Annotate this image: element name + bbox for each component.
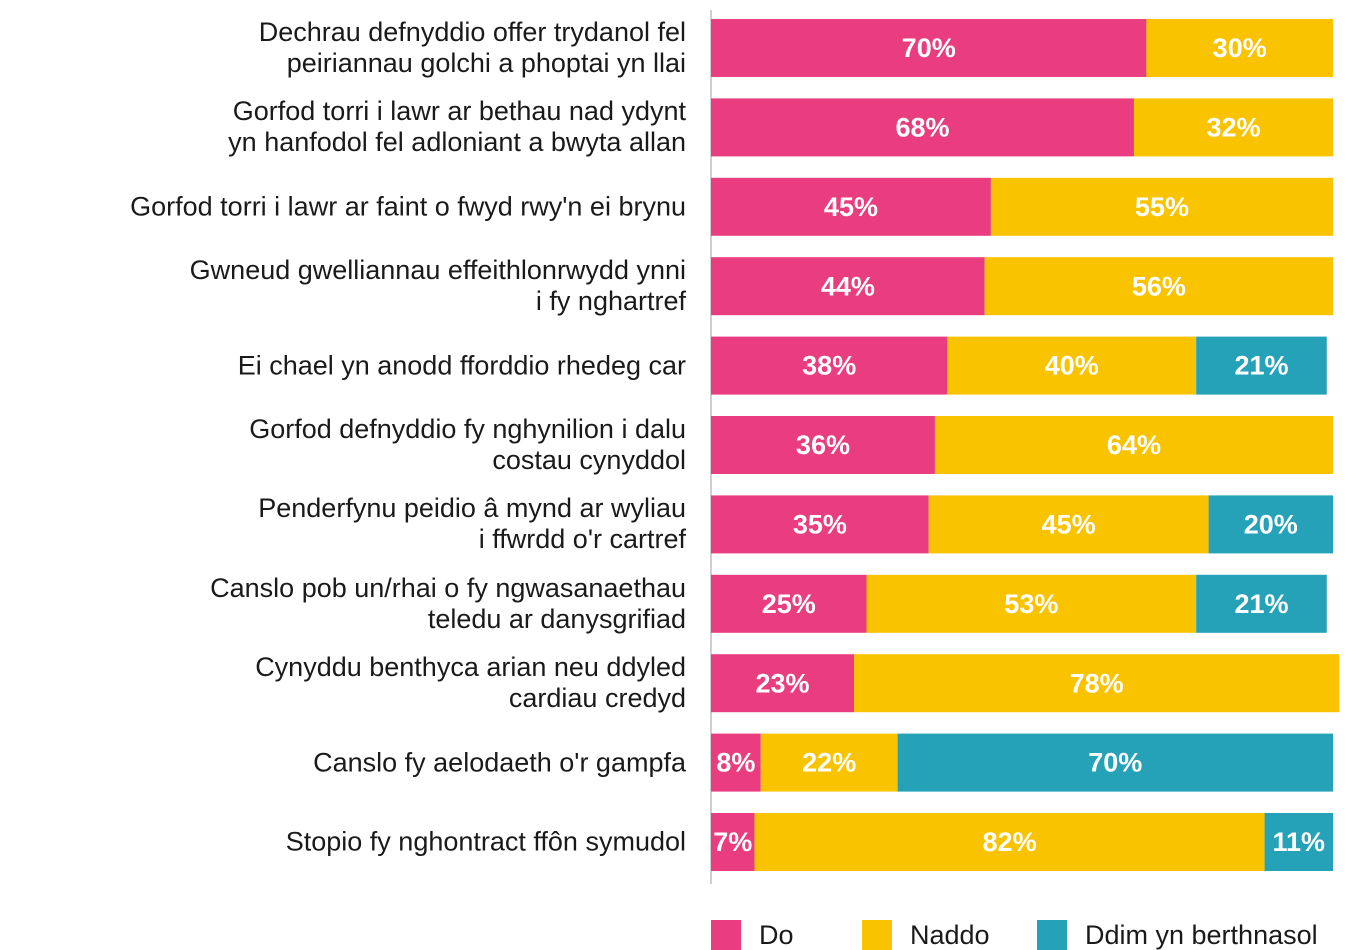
data-label: 38% <box>802 351 856 381</box>
legend-label: Do <box>759 920 794 950</box>
data-label: 21% <box>1234 351 1288 381</box>
category-label: Gwneud gwelliannau effeithlonrwydd ynni … <box>189 255 686 317</box>
bar-segment <box>1133 98 1333 157</box>
bar-segment <box>711 495 929 554</box>
bar-segment <box>1196 574 1327 633</box>
category-label: Gorfod torri i lawr ar bethau nad ydynt … <box>228 96 686 158</box>
data-label: 45% <box>1042 510 1096 540</box>
data-label: 55% <box>1135 192 1189 222</box>
bar-segment <box>754 813 1265 871</box>
bar-segment <box>1196 336 1327 395</box>
data-label: 8% <box>716 748 755 778</box>
data-label: 36% <box>796 430 850 460</box>
bar-segment <box>934 416 1333 474</box>
data-label: 82% <box>983 827 1037 857</box>
bar-segment <box>711 416 935 474</box>
bar-segment <box>711 257 985 316</box>
bar-segment <box>1264 813 1333 871</box>
bar-segment <box>984 257 1333 316</box>
data-label: 23% <box>756 668 810 698</box>
data-label: 30% <box>1213 33 1267 63</box>
legend-swatch <box>1037 920 1067 950</box>
bar-segment <box>854 654 1340 713</box>
data-label: 25% <box>762 589 816 619</box>
bar-segment <box>1208 495 1333 554</box>
bar-segment <box>990 177 1333 236</box>
bar-segment <box>711 654 855 713</box>
legend-label: Ddim yn berthnasol <box>1085 920 1318 950</box>
bar-segment <box>711 19 1147 77</box>
data-label: 70% <box>1088 748 1142 778</box>
data-label: 21% <box>1234 589 1288 619</box>
data-label: 53% <box>1004 589 1058 619</box>
data-label: 11% <box>1273 827 1326 857</box>
data-label: 22% <box>802 748 856 778</box>
category-label: Penderfynu peidio â mynd ar wyliau i ffw… <box>258 493 686 555</box>
data-label: 78% <box>1070 668 1124 698</box>
category-label: Gorfod torri i lawr ar faint o fwyd rwy'… <box>130 191 686 222</box>
bar-segment <box>897 733 1333 792</box>
data-label: 44% <box>821 271 875 301</box>
category-label: Gorfod defnyddio fy nghynilion i dalu co… <box>249 414 686 475</box>
category-label: Stopio fy nghontract ffôn symudol <box>285 826 686 857</box>
data-label: 32% <box>1206 113 1260 143</box>
legend-swatch <box>711 920 741 950</box>
bar-segment <box>711 813 755 871</box>
data-label: 70% <box>902 33 956 63</box>
bar-segment <box>947 336 1197 395</box>
category-label: Canslo fy aelodaeth o'r gampfa <box>313 747 686 778</box>
bar-segment <box>1146 19 1333 77</box>
category-label: Ei chael yn anodd fforddio rhedeg car <box>237 350 686 381</box>
category-label: Dechrau defnyddio offer trydanol fel pei… <box>258 17 686 78</box>
data-label: 68% <box>895 113 949 143</box>
bar-segment <box>711 98 1134 157</box>
data-label: 64% <box>1107 430 1161 460</box>
category-label: Canslo pob un/rhai o fy ngwasanaethau te… <box>210 572 686 634</box>
legend-swatch <box>862 920 892 950</box>
data-label: 56% <box>1132 271 1186 301</box>
bar-segment <box>711 177 991 236</box>
bar-segment <box>711 336 948 395</box>
bar-segment <box>711 574 867 633</box>
data-label: 20% <box>1244 510 1298 540</box>
data-label: 40% <box>1045 351 1099 381</box>
bar-segment <box>711 733 761 792</box>
legend-label: Naddo <box>910 920 990 950</box>
bar-segment <box>928 495 1209 554</box>
data-label: 7% <box>713 827 752 857</box>
data-label: 35% <box>793 510 847 540</box>
bar-segment <box>866 574 1197 633</box>
category-label: Cynyddu benthyca arian neu ddyled cardia… <box>255 652 686 714</box>
bar-segment <box>760 733 898 792</box>
data-label: 45% <box>824 192 878 222</box>
